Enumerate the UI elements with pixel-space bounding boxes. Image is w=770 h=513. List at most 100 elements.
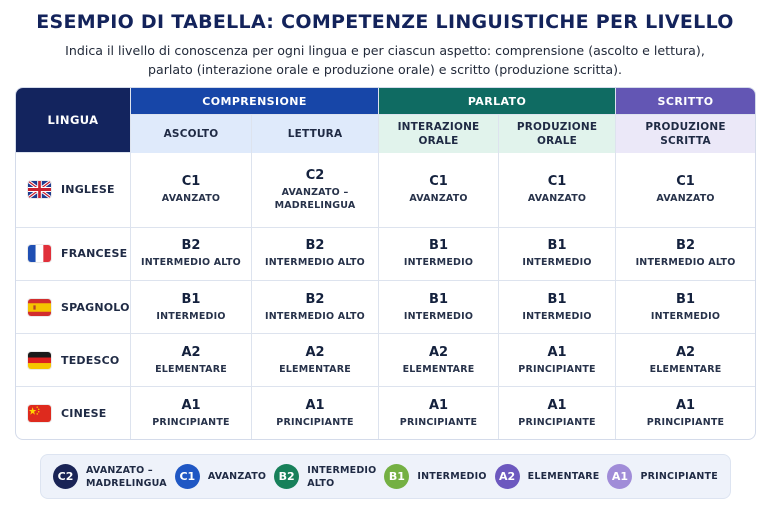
level-cell: A1 PRINCIPIANTE: [379, 387, 500, 439]
level-description: ELEMENTARE: [402, 363, 475, 375]
level-code: A1: [428, 397, 449, 413]
level-description: AVANZATO: [161, 193, 221, 205]
legend-label: INTERMEDIO ALTO: [307, 464, 376, 490]
lingua-column-header: LINGUA: [16, 88, 131, 153]
legend-label: PRINCIPIANTE: [640, 470, 717, 483]
legend-label-line: PRINCIPIANTE: [640, 471, 718, 482]
level-cell: C2 AVANZATO – MADRELINGUA: [252, 153, 380, 228]
language-name: TEDESCO: [61, 353, 120, 367]
legend-item: C2 AVANZATO – MADRELINGUA: [53, 464, 167, 490]
level-cell: A2 ELEMENTARE: [252, 334, 380, 388]
level-code: B2: [676, 238, 696, 254]
level-legend: C2 AVANZATO – MADRELINGUA C1 AVANZATO B2 …: [40, 454, 731, 499]
level-code: B1: [676, 291, 696, 307]
level-cell: B2 INTERMEDIO ALTO: [131, 227, 252, 282]
legend-label: AVANZATO: [208, 470, 266, 483]
level-description: INTERMEDIO: [403, 257, 474, 269]
level-description: INTERMEDIO: [156, 310, 226, 322]
legend-label-line: INTERMEDIO: [307, 464, 377, 476]
level-code: A1: [547, 397, 567, 413]
language-name: FRANCESE: [61, 247, 128, 261]
level-cell: B2 INTERMEDIO ALTO: [252, 227, 380, 282]
lettura-header: LETTURA: [252, 115, 380, 153]
legend-label-line: ALTO: [307, 477, 335, 489]
spain-flag-icon: [28, 298, 51, 316]
level-cell: C1 AVANZATO: [499, 153, 617, 228]
level-cell: A2 ELEMENTARE: [131, 334, 252, 388]
legend-item: C1 AVANZATO: [174, 464, 266, 489]
level-description: INTERMEDIO: [650, 310, 721, 322]
level-code: A2: [428, 344, 449, 360]
level-code: A1: [305, 397, 325, 413]
scritto-group-header: SCRITTO: [616, 88, 756, 115]
language-name: SPAGNOLO: [61, 300, 130, 314]
legend-label: INTERMEDIO: [417, 470, 486, 483]
legend-item: B2 INTERMEDIO ALTO: [274, 464, 376, 490]
china-flag-icon: [28, 404, 51, 422]
level-code: A1: [547, 344, 567, 360]
level-code: B1: [181, 291, 201, 307]
level-description: INTERMEDIO ALTO: [635, 257, 736, 269]
level-code: C2: [305, 167, 325, 183]
legend-label-line: INTERMEDIO: [417, 471, 487, 482]
level-description: AVANZATO – MADRELINGUA: [252, 186, 378, 212]
level-cell: C1 AVANZATO: [131, 153, 252, 228]
table-row: CINESE A1 PRINCIPIANTE A1 PRINCIPIANTE A1 P…: [16, 387, 755, 439]
subtitle-line: parlato (interazione orale e produzione …: [148, 62, 622, 77]
level-description: PRINCIPIANTE: [518, 416, 596, 428]
level-cell: B1 INTERMEDIO: [499, 281, 617, 335]
language-cell: TEDESCO: [16, 334, 131, 388]
france-flag-icon: [28, 245, 51, 263]
level-cell: B1 INTERMEDIO: [131, 281, 252, 335]
level-cell: B1 INTERMEDIO: [379, 281, 500, 335]
germany-flag-icon: [28, 351, 51, 369]
level-code: C1: [429, 174, 448, 190]
produzione-orale-header: PRODUZIONE ORALE: [499, 115, 617, 153]
level-badge: C1: [174, 464, 200, 489]
level-description: ELEMENTARE: [279, 363, 351, 375]
header-text: ORALE: [537, 135, 578, 147]
level-code: C1: [676, 174, 695, 190]
level-code: C1: [547, 174, 567, 190]
level-description: INTERMEDIO: [522, 310, 592, 322]
level-description: PRINCIPIANTE: [646, 416, 725, 428]
page-title: ESEMPIO DI TABELLA: COMPETENZE LINGUISTI…: [36, 11, 734, 33]
level-description: AVANZATO: [527, 193, 587, 205]
table-row: SPAGNOLO B1 INTERMEDIO B2 INTERMEDIO ALTO …: [16, 281, 756, 335]
table-row: INGLESE C1 AVANZATO C2 AVANZATO – MADRELING…: [16, 153, 756, 228]
level-description: INTERMEDIO: [403, 310, 474, 322]
level-code: A1: [181, 397, 201, 413]
level-description: ELEMENTARE: [649, 363, 722, 375]
level-code: B2: [305, 291, 325, 307]
header-text: ORALE: [418, 135, 459, 147]
legend-label-line: ELEMENTARE: [527, 471, 600, 482]
level-badge: C2: [53, 464, 78, 489]
level-code: A2: [305, 344, 325, 360]
level-description: PRINCIPIANTE: [276, 416, 354, 428]
level-description: PRINCIPIANTE: [518, 363, 596, 375]
legend-label-line: MADRELINGUA: [86, 477, 167, 489]
header-text: PRODUZIONE: [516, 121, 598, 133]
legend-item: B1 INTERMEDIO: [384, 464, 486, 489]
page-subtitle: Indica il livello di conoscenza per ogni…: [40, 41, 730, 79]
level-cell: B1 INTERMEDIO: [616, 281, 756, 335]
language-skills-table: LINGUA COMPRENSIONE PARLATO SCRITTO ASCO…: [15, 87, 757, 440]
uk-flag-icon: [28, 181, 51, 199]
level-cell: A1 PRINCIPIANTE: [499, 334, 617, 388]
language-cell: FRANCESE: [16, 227, 131, 282]
table-row: FRANCESE B2 INTERMEDIO ALTO B2 INTERMEDIO …: [16, 227, 756, 282]
level-cell: A2 ELEMENTARE: [379, 334, 500, 388]
produzione-scritta-header: PRODUZIONE SCRITTA: [616, 115, 756, 153]
legend-label-line: AVANZATO –: [86, 464, 153, 476]
level-cell: C1 AVANZATO: [616, 153, 756, 228]
level-description: PRINCIPIANTE: [399, 416, 478, 428]
ascolto-header: ASCOLTO: [131, 115, 252, 153]
level-badge: A2: [494, 464, 520, 489]
level-cell: A1 PRINCIPIANTE: [616, 387, 755, 439]
level-cell: B1 INTERMEDIO: [499, 227, 617, 282]
level-code: A2: [675, 344, 696, 360]
level-code: A1: [675, 397, 696, 413]
level-cell: B2 INTERMEDIO ALTO: [616, 228, 756, 282]
level-cell: B1 INTERMEDIO: [379, 227, 500, 282]
level-description-line: MADRELINGUA: [274, 199, 356, 211]
